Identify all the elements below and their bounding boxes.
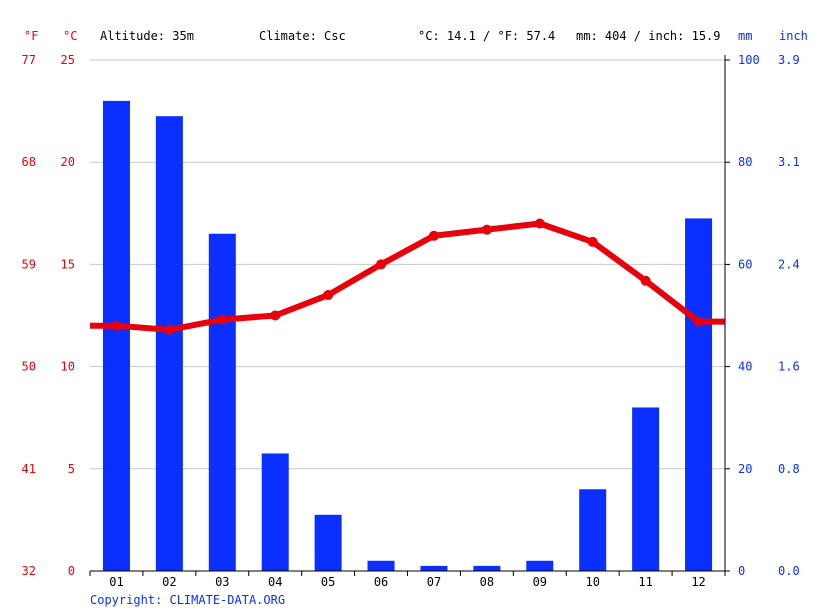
fahrenheit-tick-label: 77 bbox=[22, 53, 36, 67]
precipitation-bar bbox=[367, 560, 395, 571]
inch-tick-label: 1.6 bbox=[778, 360, 800, 374]
temperature-line bbox=[90, 218, 725, 335]
temperature-point bbox=[428, 230, 439, 241]
mm-tick-label: 40 bbox=[738, 360, 752, 374]
inch-tick-label: 0.8 bbox=[778, 462, 800, 476]
mm-tick-label: 80 bbox=[738, 155, 752, 169]
axes bbox=[89, 55, 730, 576]
mm-tick-label: 20 bbox=[738, 462, 752, 476]
month-label: 03 bbox=[215, 575, 229, 589]
copyright-link[interactable]: Copyright: CLIMATE-DATA.ORG bbox=[90, 593, 285, 607]
inch-tick-label: 2.4 bbox=[778, 257, 800, 271]
month-label: 05 bbox=[321, 575, 335, 589]
inch-unit-label: inch bbox=[779, 29, 808, 43]
celsius-tick-label: 10 bbox=[61, 360, 75, 374]
temperature-point bbox=[587, 236, 598, 247]
month-label: 07 bbox=[427, 575, 441, 589]
precipitation-bar bbox=[685, 218, 713, 571]
precipitation-bar bbox=[579, 489, 607, 571]
precipitation-bar bbox=[473, 565, 501, 571]
mm-tick-label: 100 bbox=[738, 53, 760, 67]
temperature-polyline bbox=[90, 220, 725, 333]
month-label: 09 bbox=[533, 575, 547, 589]
precipitation-bar bbox=[102, 100, 130, 571]
month-label: 01 bbox=[109, 575, 123, 589]
celsius-unit-label: °C bbox=[63, 29, 77, 43]
temperature-point bbox=[217, 314, 228, 325]
fahrenheit-unit-label: °F bbox=[24, 29, 38, 43]
month-label: 12 bbox=[691, 575, 705, 589]
grid-lines bbox=[90, 59, 725, 470]
celsius-tick-label: 25 bbox=[61, 53, 75, 67]
temperature-point bbox=[270, 310, 281, 321]
fahrenheit-tick-label: 41 bbox=[22, 462, 36, 476]
fahrenheit-tick-label: 59 bbox=[22, 257, 36, 271]
inch-tick-label: 0.0 bbox=[778, 564, 800, 578]
month-label: 04 bbox=[268, 575, 282, 589]
temperature-point bbox=[323, 290, 334, 301]
temperature-point bbox=[164, 324, 175, 335]
celsius-tick-label: 5 bbox=[68, 462, 75, 476]
inch-tick-label: 3.9 bbox=[778, 53, 800, 67]
celsius-tick-label: 20 bbox=[61, 155, 75, 169]
inch-tick-label: 3.1 bbox=[778, 155, 800, 169]
precipitation-bar bbox=[526, 560, 554, 571]
month-label: 06 bbox=[374, 575, 388, 589]
precipitation-bar bbox=[420, 565, 448, 571]
temperature-summary: °C: 14.1 / °F: 57.4 bbox=[418, 29, 555, 43]
precipitation-bar bbox=[314, 514, 342, 571]
precipitation-bar bbox=[208, 233, 236, 572]
mm-tick-label: 0 bbox=[738, 564, 745, 578]
mm-tick-label: 60 bbox=[738, 257, 752, 271]
precipitation-bar bbox=[632, 407, 660, 571]
month-label: 02 bbox=[162, 575, 176, 589]
month-label: 08 bbox=[480, 575, 494, 589]
fahrenheit-tick-label: 50 bbox=[22, 360, 36, 374]
temperature-point bbox=[640, 275, 651, 286]
temperature-point bbox=[693, 316, 704, 327]
mm-unit-label: mm bbox=[738, 29, 752, 43]
temperature-point bbox=[376, 259, 387, 270]
fahrenheit-tick-label: 32 bbox=[22, 564, 36, 578]
precipitation-summary: mm: 404 / inch: 15.9 bbox=[576, 29, 721, 43]
temperature-point bbox=[111, 320, 122, 331]
temperature-point bbox=[534, 218, 545, 229]
precipitation-bar bbox=[155, 116, 183, 572]
month-label: 11 bbox=[638, 575, 652, 589]
tick-labels: 32 0 0 0.0 41 5 20 0.8 50 10 40 1.6 59 15 60 2.4 68 20 80 3… bbox=[22, 53, 800, 589]
climate-label: Climate: Csc bbox=[259, 29, 346, 43]
precipitation-bar bbox=[261, 453, 289, 571]
temperature-point bbox=[481, 224, 492, 235]
celsius-tick-label: 0 bbox=[68, 564, 75, 578]
month-label: 10 bbox=[585, 575, 599, 589]
altitude-label: Altitude: 35m bbox=[100, 29, 194, 43]
celsius-tick-label: 15 bbox=[61, 257, 75, 271]
precipitation-bars bbox=[102, 100, 713, 572]
fahrenheit-tick-label: 68 bbox=[22, 155, 36, 169]
